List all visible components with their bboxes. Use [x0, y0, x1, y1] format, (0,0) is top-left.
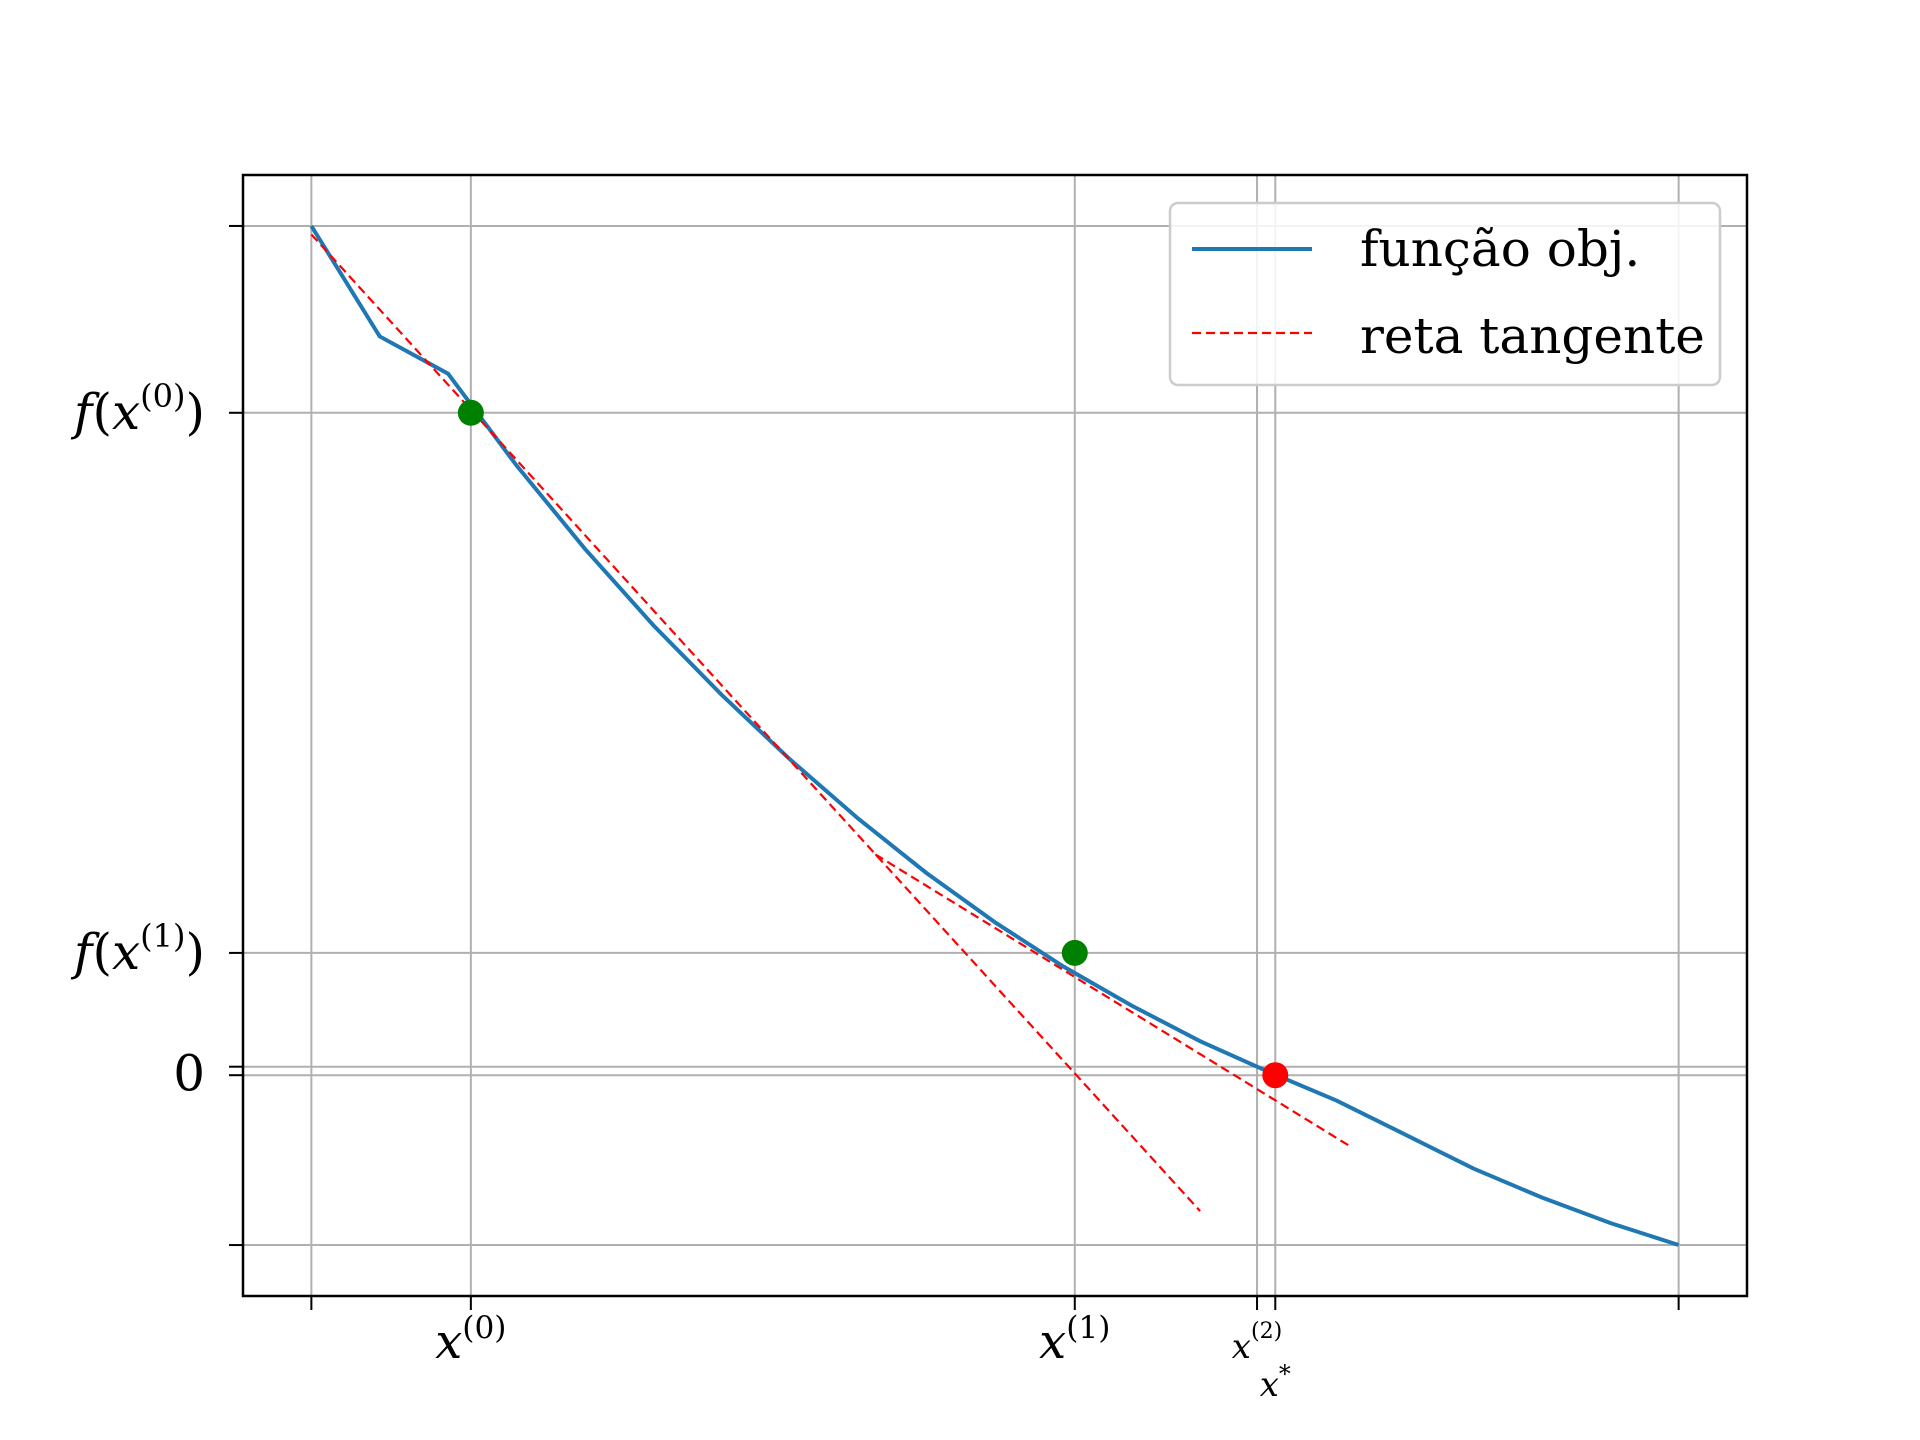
series-reta-tangente-line: [310, 233, 1201, 1212]
legend-label-reta-tangente: reta tangente: [1360, 307, 1705, 365]
y-tick-label: f(x(0)): [70, 377, 205, 441]
axes-frame: [241, 173, 1749, 1298]
legend-label-funcao-obj: função obj.: [1360, 220, 1640, 278]
ticks: x(0) x(1) x(2)x* f(x(0)) f(x(1)) 0: [70, 224, 1680, 1405]
series-reta-tangente-line: [874, 853, 1352, 1148]
legend: função obj. reta tangente: [1168, 201, 1722, 387]
marker-point: [1262, 1062, 1289, 1089]
marker-point: [457, 399, 484, 426]
y-tick-label: 0: [173, 1045, 205, 1103]
y-tick-label: f(x(1)): [70, 917, 205, 981]
x-tick-label: x(0): [435, 1310, 506, 1370]
series-funcao-obj-line: [309, 224, 1680, 1247]
x-tick-label: x(1): [1039, 1310, 1110, 1370]
x-tick-label: x(2): [1232, 1318, 1282, 1367]
plot-area: [309, 224, 1680, 1247]
marker-point: [1061, 939, 1088, 966]
x-tick-label: x*: [1260, 1360, 1291, 1405]
